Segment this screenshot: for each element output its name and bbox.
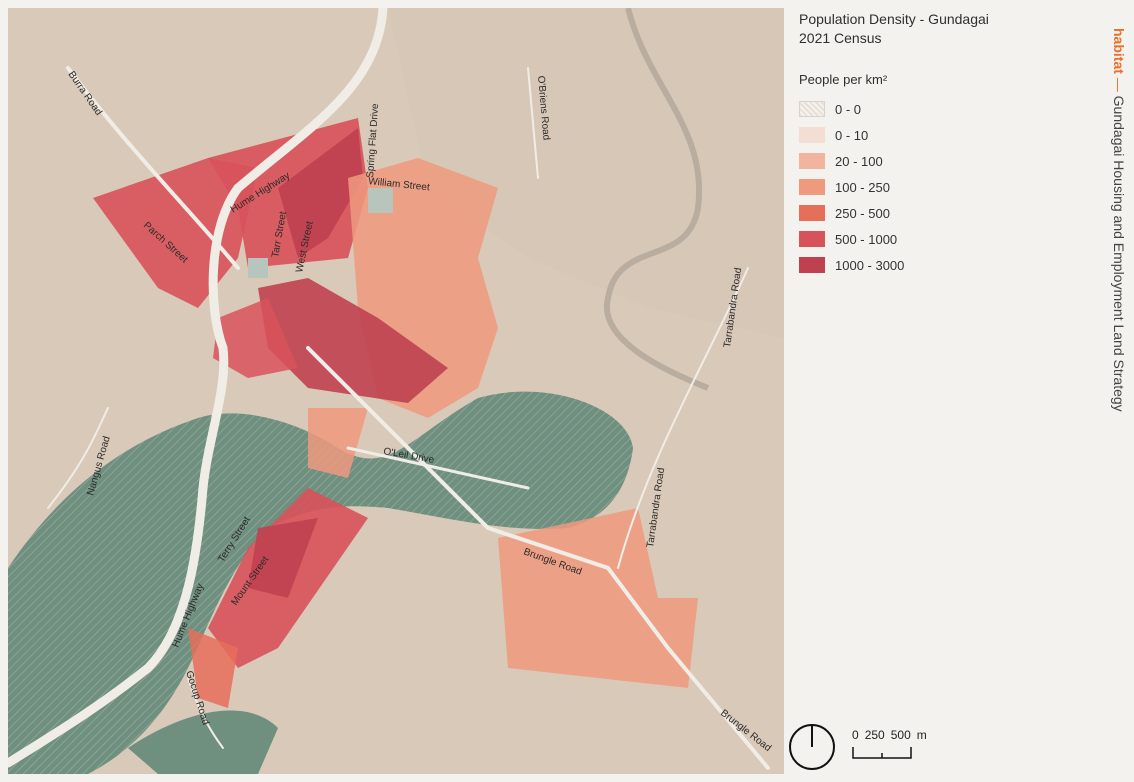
- legend-label: 250 - 500: [835, 205, 890, 221]
- legend-swatch: [799, 179, 825, 195]
- tarrabandra-road-line: [617, 267, 749, 569]
- legend-item: 0 - 0: [799, 96, 904, 122]
- terrain-patch: [388, 8, 784, 338]
- gocup-road-line: [187, 677, 224, 749]
- legend-item: 0 - 10: [799, 122, 904, 148]
- hume-highway: [8, 8, 388, 768]
- legend: 0 - 0 0 - 10 20 - 100 100 - 250 250 - 500 500…: [799, 96, 904, 278]
- creek: [603, 8, 710, 391]
- district-bridge: [308, 408, 368, 478]
- legend-item: 100 - 250: [799, 174, 904, 200]
- map-title-line1: Population Density - Gundagai: [799, 11, 989, 27]
- map[interactable]: Burra Road Hume Highway Hume Highway Spr…: [8, 8, 784, 774]
- legend-swatch: [799, 205, 825, 221]
- district-southwest: [213, 298, 298, 378]
- scale-label-250: 250: [864, 728, 885, 742]
- map-title-line2: 2021 Census: [799, 30, 882, 46]
- legend-swatch: [799, 101, 825, 117]
- brand-banner: habitat — Gundagai Housing and Employmen…: [1111, 28, 1127, 412]
- brand-dash: —: [1111, 73, 1127, 96]
- scale-label-0: 0: [852, 728, 859, 742]
- roads: [8, 8, 770, 770]
- legend-label: 1000 - 3000: [835, 257, 905, 273]
- brand-name: habitat: [1111, 28, 1127, 74]
- map-svg: Burra Road Hume Highway Hume Highway Spr…: [8, 8, 784, 774]
- legend-label: 20 - 100: [835, 153, 883, 169]
- scale-label-unit: m: [916, 728, 927, 742]
- legend-item: 500 - 1000: [799, 226, 904, 252]
- legend-title: People per km²: [799, 72, 888, 87]
- scale-bar: 0 250 500 m: [852, 728, 927, 765]
- legend-label: 100 - 250: [835, 179, 890, 195]
- legend-label: 0 - 0: [835, 101, 862, 117]
- scale-label-500: 500: [890, 728, 911, 742]
- lower-floodplain: [128, 710, 278, 774]
- district-brungle: [498, 508, 698, 688]
- legend-swatch: [799, 257, 825, 273]
- district-gocup: [188, 628, 238, 708]
- legend-label: 500 - 1000: [835, 231, 898, 247]
- district-mount-street: [248, 518, 318, 598]
- density-polygons: [93, 118, 698, 708]
- park-block: [248, 258, 268, 278]
- oleil-drive-line: [346, 446, 530, 490]
- district-west-street: [278, 128, 363, 258]
- legend-swatch: [799, 153, 825, 169]
- legend-item: 250 - 500: [799, 200, 904, 226]
- scale-bar-graphic: [852, 747, 912, 759]
- park-block-2: [368, 188, 393, 213]
- brungle-road-line: [306, 346, 770, 770]
- legend-item: 1000 - 3000: [799, 252, 904, 278]
- legend-swatch: [799, 231, 825, 247]
- map-title: Population Density - Gundagai 2021 Censu…: [799, 10, 989, 48]
- legend-label: 0 - 10: [835, 127, 869, 143]
- scale-labels: 0 250 500 m: [852, 728, 927, 742]
- nangus-road-line: [47, 407, 109, 509]
- legend-item: 20 - 100: [799, 148, 904, 174]
- river-hatch: [8, 391, 633, 774]
- label-spring-flat-drive: Spring Flat Drive: [365, 103, 381, 178]
- legend-swatch: [799, 127, 825, 143]
- burra-road-line: [66, 66, 240, 270]
- brand-tagline: Gundagai Housing and Employment Land Str…: [1111, 95, 1127, 412]
- north-arrow-icon: [789, 724, 835, 770]
- district-centre: [258, 278, 448, 403]
- obriens-road-line: [527, 67, 539, 179]
